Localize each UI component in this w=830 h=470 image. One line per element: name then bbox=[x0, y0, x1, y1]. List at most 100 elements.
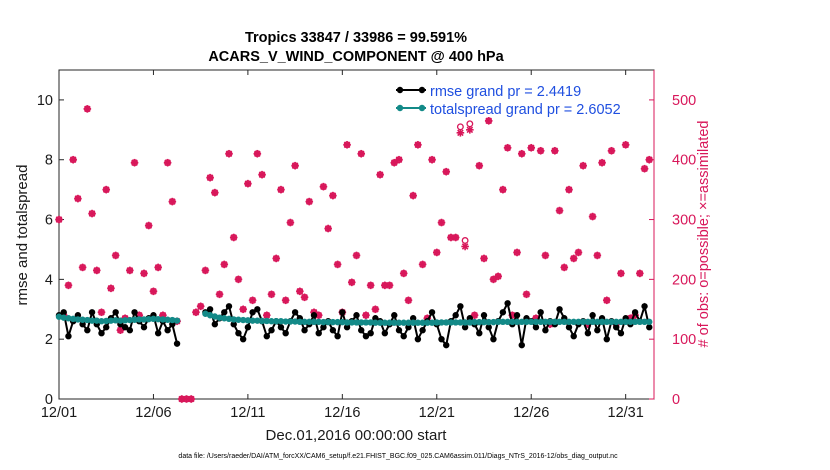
spread-point bbox=[589, 318, 596, 326]
spread-point bbox=[79, 316, 86, 323]
rmse-point bbox=[244, 324, 252, 331]
rmse-point bbox=[570, 332, 577, 340]
rmse-point bbox=[443, 341, 450, 349]
spread-point bbox=[154, 315, 162, 323]
x-tick-label: 12/21 bbox=[419, 405, 455, 421]
spread-point bbox=[485, 318, 492, 326]
obs-assimilated-stroke bbox=[192, 308, 200, 316]
spread-point bbox=[584, 318, 592, 326]
spread-point bbox=[145, 315, 152, 323]
rmse-point bbox=[584, 330, 592, 337]
spread-point bbox=[414, 319, 422, 326]
rmse-point bbox=[542, 327, 549, 334]
rmse-point bbox=[457, 303, 464, 310]
obs-assimilated-marker bbox=[92, 266, 101, 275]
rmse-point bbox=[372, 315, 379, 322]
spread-point bbox=[230, 316, 237, 323]
obs-assimilated-marker bbox=[551, 146, 559, 155]
spread-point bbox=[69, 315, 77, 323]
spread-point bbox=[324, 318, 332, 326]
rmse-point bbox=[518, 341, 525, 349]
obs-assimilated-stroke bbox=[235, 276, 242, 283]
spread-point bbox=[164, 316, 171, 323]
obs-assimilated-marker bbox=[579, 161, 587, 170]
rmse-point bbox=[428, 309, 436, 316]
spread-point bbox=[622, 318, 629, 326]
rmse-point bbox=[537, 309, 544, 316]
spread-point bbox=[343, 319, 351, 326]
obs-assimilated-marker bbox=[461, 242, 469, 251]
obs-assimilated-stroke bbox=[376, 171, 384, 178]
rmse-point bbox=[282, 330, 289, 337]
spread-point bbox=[362, 319, 370, 326]
rmse-point bbox=[613, 324, 620, 331]
obs-assimilated-stroke bbox=[560, 264, 568, 271]
spread-point bbox=[244, 317, 252, 324]
spread-point bbox=[273, 318, 280, 325]
y-right-tick-label: 0 bbox=[672, 392, 680, 408]
spread-point bbox=[598, 318, 606, 326]
obs-assimilated-marker bbox=[74, 194, 82, 203]
rmse-point bbox=[367, 330, 374, 337]
obs-assimilated-marker bbox=[149, 287, 158, 296]
obs-assimilated-stroke bbox=[268, 291, 275, 298]
obs-assimilated-stroke bbox=[216, 291, 223, 298]
obs-assimilated-stroke bbox=[79, 264, 86, 271]
obs-assimilated-stroke bbox=[405, 296, 412, 304]
obs-assimilated-marker bbox=[574, 248, 583, 257]
spread-point bbox=[424, 319, 431, 326]
obs-assimilated-marker bbox=[376, 170, 384, 179]
obs-assimilated-stroke bbox=[645, 156, 653, 164]
y-left-tick-label: 4 bbox=[45, 272, 53, 288]
obs-assimilated-stroke bbox=[641, 165, 648, 173]
obs-assimilated-marker bbox=[201, 266, 210, 275]
spread-point bbox=[249, 317, 256, 324]
spread-point bbox=[348, 319, 355, 326]
rmse-point bbox=[235, 330, 242, 337]
obs-assimilated-stroke bbox=[225, 150, 233, 158]
obs-assimilated-stroke bbox=[202, 267, 209, 274]
obs-assimilated-stroke bbox=[107, 285, 115, 292]
obs-assimilated-stroke bbox=[305, 198, 313, 205]
rmse-point bbox=[254, 306, 261, 313]
obs-assimilated-stroke bbox=[126, 267, 134, 274]
rmse-point bbox=[480, 312, 488, 319]
obs-assimilated-stroke bbox=[395, 156, 403, 164]
obs-assimilated-stroke bbox=[329, 192, 337, 199]
obs-assimilated-marker bbox=[366, 281, 375, 290]
obs-assimilated-marker bbox=[291, 161, 299, 170]
obs-assimilated-marker bbox=[296, 287, 304, 296]
spread-point bbox=[551, 318, 559, 326]
obs-assimilated-marker bbox=[352, 251, 361, 260]
obs-assimilated-stroke bbox=[169, 198, 176, 205]
obs-assimilated-stroke bbox=[244, 180, 252, 187]
rmse-point bbox=[589, 312, 596, 319]
obs-assimilated-stroke bbox=[197, 302, 204, 310]
rmse-point bbox=[121, 324, 129, 331]
spread-point bbox=[513, 318, 521, 326]
rmse-point bbox=[225, 303, 233, 310]
obs-assimilated-stroke bbox=[296, 288, 304, 295]
spread-point bbox=[296, 318, 304, 326]
spread-point bbox=[457, 319, 464, 326]
rmse-point bbox=[320, 324, 327, 331]
obs-assimilated-stroke bbox=[372, 305, 379, 313]
rmse-point bbox=[438, 335, 445, 343]
obs-assimilated-stroke bbox=[254, 150, 261, 158]
obs-assimilated-marker bbox=[272, 254, 281, 263]
obs-assimilated-marker bbox=[602, 296, 611, 305]
rmse-point bbox=[532, 324, 540, 331]
obs-assimilated-marker bbox=[565, 185, 573, 194]
spread-point bbox=[433, 319, 440, 326]
obs-assimilated-stroke bbox=[570, 255, 578, 262]
rmse-point bbox=[395, 327, 403, 334]
spread-point bbox=[631, 318, 639, 326]
spread-point bbox=[556, 318, 563, 326]
obs-assimilated-marker bbox=[277, 185, 285, 194]
spread-point bbox=[225, 315, 233, 323]
legend-rmse-marker bbox=[418, 86, 426, 94]
spread-point bbox=[443, 319, 450, 326]
spread-point bbox=[216, 314, 223, 321]
obs-assimilated-stroke bbox=[504, 144, 511, 152]
